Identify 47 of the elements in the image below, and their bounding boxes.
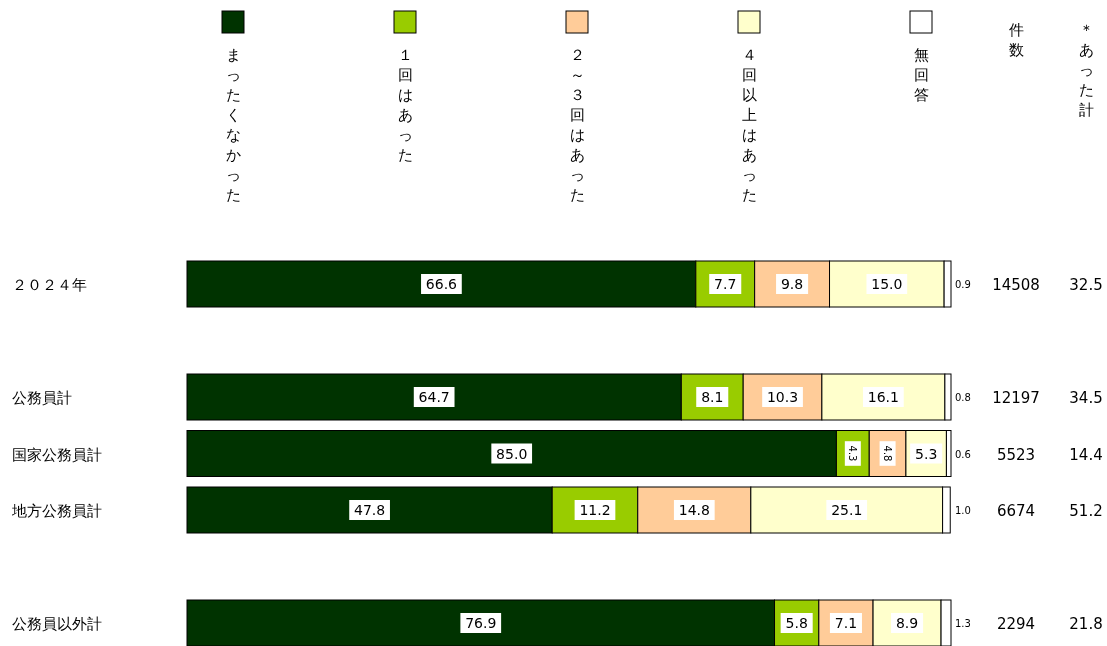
text: 14.4 (1069, 445, 1103, 464)
legend-label: 無回答 (913, 46, 929, 104)
data-label: 85.0 (496, 445, 528, 462)
data-label: 25.1 (831, 502, 863, 519)
y-tick-label: ２０２４年 (12, 276, 87, 294)
data-label: 11.2 (579, 502, 611, 519)
data-label: 4.8 (881, 445, 893, 462)
data-label: 5.8 (785, 615, 808, 632)
data-label: 47.8 (354, 502, 386, 519)
data-label: 0.9 (955, 279, 971, 290)
data-label: 5.3 (915, 445, 938, 462)
data-label: 7.7 (714, 276, 737, 293)
legend-label: ４回以上はあった (741, 46, 757, 204)
y-tick-label: 公務員以外計 (12, 615, 102, 633)
data-label: 10.3 (766, 389, 799, 406)
text: 件数 (1008, 21, 1024, 59)
text: 12197 (992, 389, 1040, 407)
data-label: 8.9 (895, 615, 919, 632)
text: ＊あった計 (1078, 21, 1094, 119)
text: 34.5 (1069, 389, 1103, 407)
data-label: 1.0 (955, 505, 971, 516)
text: 21.8 (1069, 615, 1103, 633)
text: 5523 (996, 445, 1036, 464)
data-label: 0.8 (955, 392, 971, 403)
data-label: 9.8 (780, 276, 804, 293)
legend-label: ２～３回はあった (569, 46, 585, 204)
text: 2294 (996, 615, 1036, 633)
data-label: 0.6 (955, 448, 971, 460)
text: 6674 (996, 502, 1036, 520)
data-label: 76.9 (465, 615, 497, 632)
data-label: 16.1 (867, 389, 899, 406)
y-tick-label: 国家公務員計 (12, 445, 102, 464)
data-label: 7.1 (834, 615, 858, 632)
text: 14508 (992, 276, 1040, 294)
legend-label: １回はあった (397, 46, 413, 164)
data-label: 1.3 (955, 618, 971, 629)
legend-label: まったくなかった (225, 46, 241, 204)
data-label: 4.3 (847, 445, 859, 462)
text: 32.5 (1069, 276, 1103, 294)
data-label: 64.7 (418, 389, 450, 406)
data-label: 14.8 (678, 502, 710, 519)
y-tick-label: 地方公務員計 (11, 502, 102, 520)
y-tick-label: 公務員計 (12, 389, 72, 407)
data-label: 15.0 (871, 276, 903, 293)
text: 51.2 (1069, 502, 1103, 520)
data-label: 66.6 (425, 276, 458, 293)
data-label: 8.1 (701, 389, 724, 406)
